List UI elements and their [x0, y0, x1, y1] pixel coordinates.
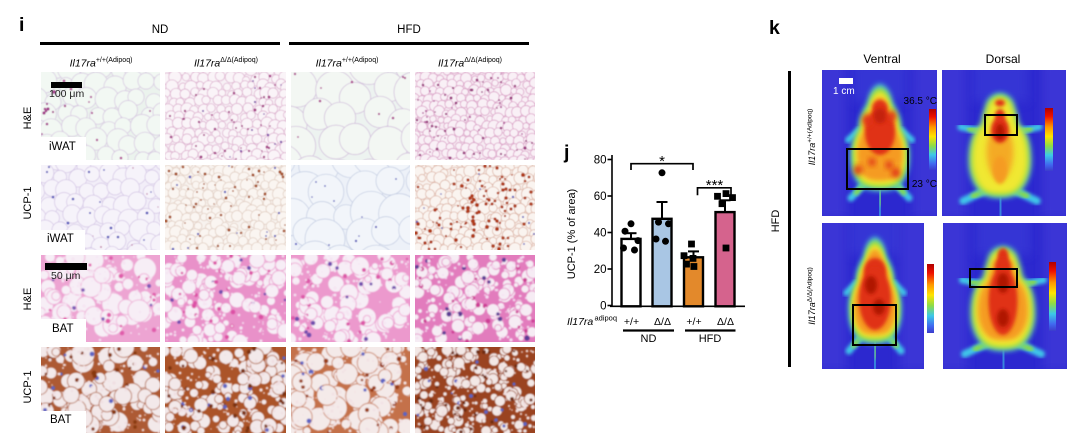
svg-text:ND: ND: [641, 333, 657, 345]
svg-text:40: 40: [594, 228, 607, 240]
svg-text:j: j: [563, 142, 569, 164]
svg-text:Δ/Δ: Δ/Δ: [654, 316, 671, 328]
svg-text:*: *: [659, 153, 665, 170]
svg-text:Il17ra: Il17ra: [567, 316, 593, 328]
svg-text:***: ***: [706, 177, 724, 194]
svg-text:Δ/Δ: Δ/Δ: [717, 316, 734, 328]
svg-text:adipoq: adipoq: [595, 314, 618, 323]
svg-text:60: 60: [594, 191, 607, 203]
svg-text:UCP-1 (% of area): UCP-1 (% of area): [566, 189, 578, 279]
svg-text:0: 0: [600, 301, 606, 313]
svg-text:+/+: +/+: [624, 316, 639, 328]
svg-text:80: 80: [594, 155, 607, 167]
svg-text:20: 20: [594, 264, 607, 276]
svg-text:HFD: HFD: [699, 333, 722, 345]
svg-text:+/+: +/+: [686, 316, 701, 328]
